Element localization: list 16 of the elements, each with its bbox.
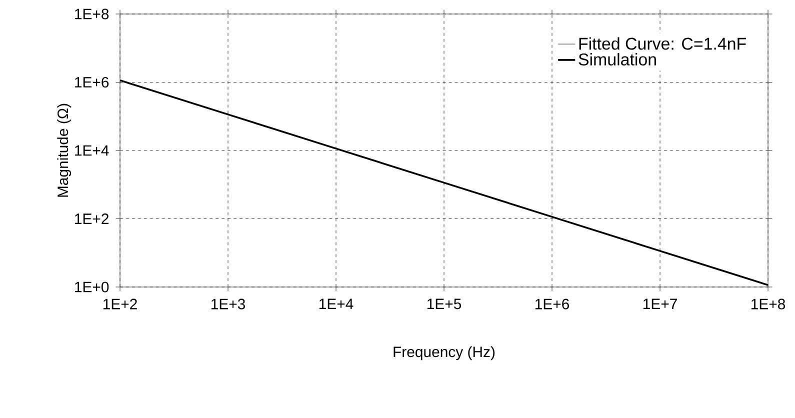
x-tick-label: 1E+3 xyxy=(211,298,246,310)
x-tick-label: 1E+5 xyxy=(427,298,462,310)
x-axis-title: Frequency (Hz) xyxy=(394,346,495,360)
y-tick-label: 1E+2 xyxy=(75,214,108,224)
y-tick-label: 1E+6 xyxy=(75,76,109,88)
x-tick-label: 1E+7 xyxy=(644,298,677,310)
y-tick-label: 1E+8 xyxy=(75,8,109,20)
x-tick-label: 1E+2 xyxy=(103,298,137,310)
x-tick-label: 1E+8 xyxy=(752,298,786,310)
y-tick-label: 1E+4 xyxy=(75,145,109,156)
legend-label: Simulation xyxy=(578,53,656,66)
x-tick-label: 1E+6 xyxy=(535,298,570,310)
y-tick-label: 1E+0 xyxy=(75,282,109,292)
x-tick-label: 1E+4 xyxy=(319,298,354,310)
legend-label: Fitted Curve: C=1.4nF xyxy=(579,37,746,50)
y-axis-title: Magnitude (Ω) xyxy=(57,104,72,197)
